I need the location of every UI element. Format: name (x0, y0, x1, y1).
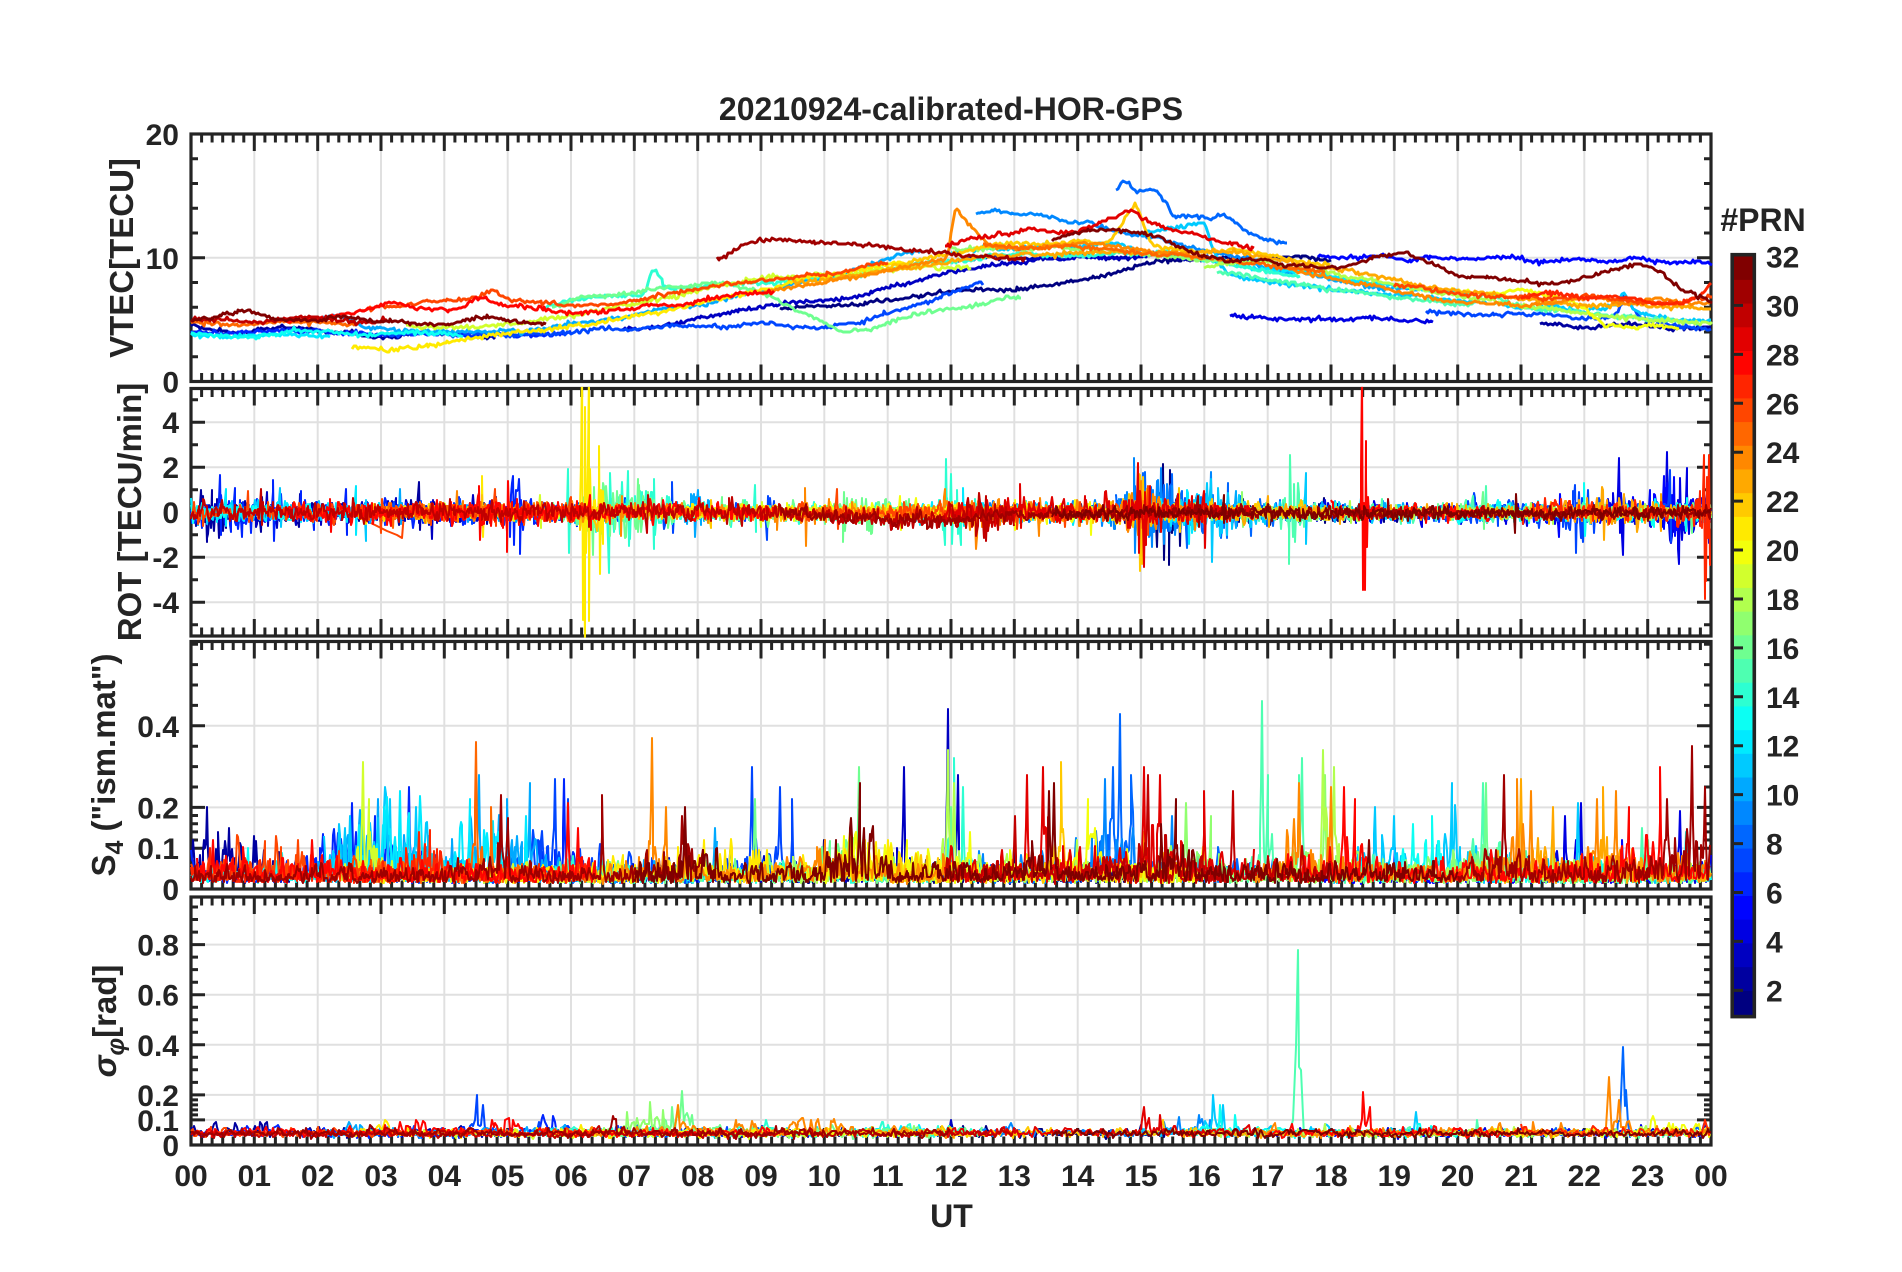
svg-text:20: 20 (1766, 535, 1799, 568)
svg-text:18: 18 (1766, 584, 1799, 617)
svg-text:16: 16 (1766, 633, 1799, 666)
svg-text:17: 17 (1251, 1160, 1284, 1193)
svg-text:12: 12 (1766, 731, 1799, 764)
svg-text:24: 24 (1766, 437, 1800, 470)
svg-text:0.6: 0.6 (137, 980, 179, 1013)
svg-text:09: 09 (744, 1160, 777, 1193)
svg-text:19: 19 (1378, 1160, 1411, 1193)
svg-text:22: 22 (1766, 486, 1799, 519)
svg-text:16: 16 (1188, 1160, 1221, 1193)
svg-text:0: 0 (162, 497, 179, 530)
svg-text:0.1: 0.1 (137, 833, 179, 866)
svg-text:-2: -2 (152, 542, 179, 575)
svg-text:11: 11 (872, 1160, 904, 1193)
svg-text:00: 00 (1694, 1160, 1727, 1193)
svg-text:07: 07 (618, 1160, 651, 1193)
svg-text:06: 06 (554, 1160, 587, 1193)
svg-text:2: 2 (162, 452, 179, 485)
svg-text:01: 01 (238, 1160, 271, 1193)
svg-text:22: 22 (1568, 1160, 1601, 1193)
svg-text:21: 21 (1504, 1160, 1537, 1193)
svg-text:4: 4 (162, 407, 179, 440)
svg-text:0.8: 0.8 (137, 930, 179, 963)
svg-text:0: 0 (162, 1130, 179, 1163)
svg-text:#PRN: #PRN (1720, 202, 1805, 238)
svg-text:14: 14 (1061, 1160, 1095, 1193)
svg-text:0.1: 0.1 (137, 1105, 179, 1138)
svg-text:10: 10 (1766, 780, 1799, 813)
svg-text:-4: -4 (152, 587, 179, 620)
svg-text:20210924-calibrated-HOR-GPS: 20210924-calibrated-HOR-GPS (719, 91, 1183, 127)
svg-text:0.2: 0.2 (137, 1080, 179, 1113)
svg-text:UT: UT (930, 1198, 973, 1234)
svg-text:04: 04 (428, 1160, 462, 1193)
svg-text:σφ[rad]: σφ[rad] (86, 965, 130, 1078)
svg-text:10: 10 (808, 1160, 841, 1193)
svg-text:4: 4 (1766, 926, 1783, 959)
svg-text:S4 ("ism.mat"): S4 ("ism.mat") (85, 653, 129, 876)
svg-text:12: 12 (934, 1160, 967, 1193)
svg-text:03: 03 (364, 1160, 397, 1193)
svg-text:0.2: 0.2 (137, 792, 179, 825)
svg-text:0: 0 (162, 874, 179, 907)
svg-text:08: 08 (681, 1160, 714, 1193)
svg-text:0: 0 (162, 367, 179, 400)
svg-text:14: 14 (1766, 682, 1800, 715)
svg-text:30: 30 (1766, 290, 1799, 323)
svg-text:2: 2 (1766, 975, 1783, 1008)
svg-text:20: 20 (146, 119, 179, 152)
svg-text:VTEC[TECU]: VTEC[TECU] (103, 158, 140, 358)
svg-text:10: 10 (146, 243, 179, 276)
svg-text:0.4: 0.4 (137, 711, 179, 744)
svg-text:0.4: 0.4 (137, 1030, 179, 1063)
svg-text:28: 28 (1766, 339, 1799, 372)
svg-text:ROT [TECU/min]: ROT [TECU/min] (111, 383, 148, 641)
svg-text:8: 8 (1766, 829, 1783, 862)
svg-text:26: 26 (1766, 388, 1799, 421)
svg-text:05: 05 (491, 1160, 524, 1193)
svg-text:02: 02 (301, 1160, 334, 1193)
svg-text:23: 23 (1631, 1160, 1664, 1193)
svg-text:15: 15 (1124, 1160, 1157, 1193)
svg-text:18: 18 (1314, 1160, 1347, 1193)
svg-text:20: 20 (1441, 1160, 1474, 1193)
svg-text:13: 13 (998, 1160, 1031, 1193)
svg-text:00: 00 (174, 1160, 207, 1193)
svg-text:32: 32 (1766, 242, 1799, 275)
svg-text:6: 6 (1766, 878, 1783, 911)
